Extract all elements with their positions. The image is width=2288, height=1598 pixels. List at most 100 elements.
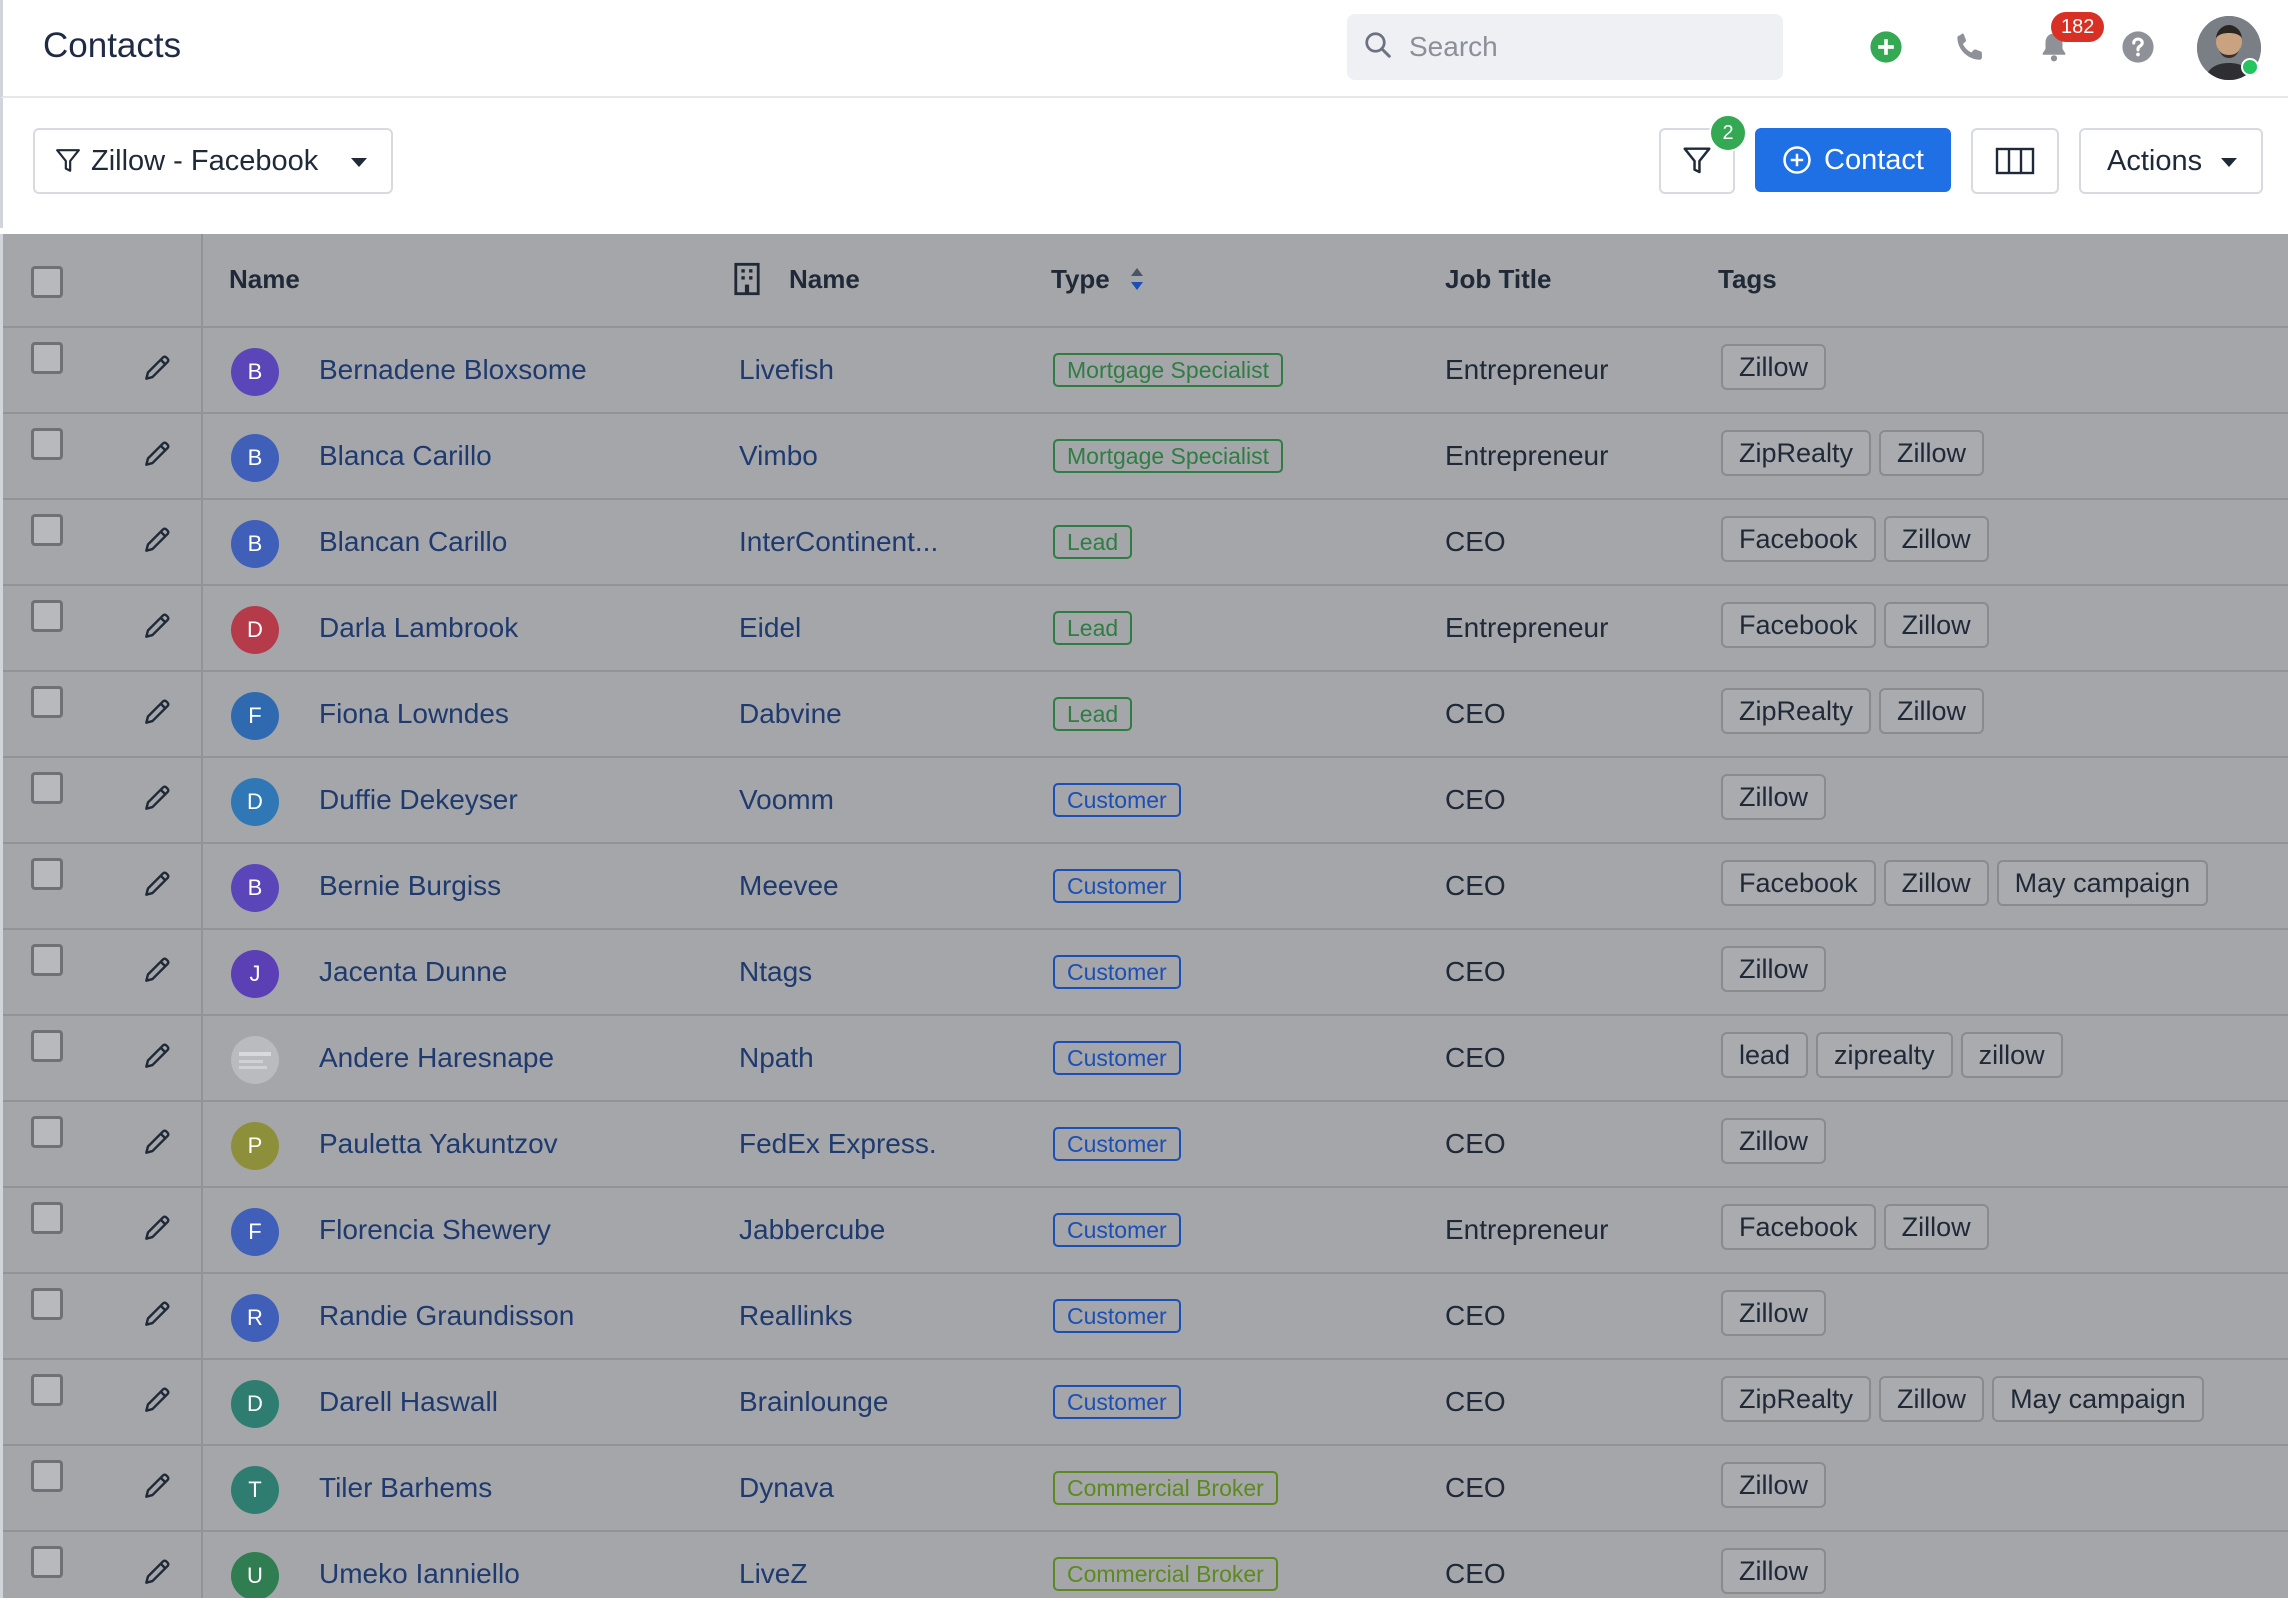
tag-chip[interactable]: Zillow [1883, 1204, 1989, 1250]
table-row[interactable]: D Darla Lambrook Eidel Lead Entrepreneur… [3, 586, 2288, 672]
row-checkbox[interactable] [31, 514, 63, 546]
table-row[interactable]: B Bernadene Bloxsome Livefish Mortgage S… [3, 328, 2288, 414]
company-name-link[interactable]: LiveZ [739, 1558, 808, 1589]
company-name-link[interactable]: Voomm [739, 784, 834, 815]
pencil-icon[interactable] [141, 1212, 173, 1244]
tag-chip[interactable]: Zillow [1879, 430, 1985, 476]
column-header-name[interactable]: Name [229, 264, 300, 294]
contact-name-link[interactable]: Blancan Carillo [319, 526, 508, 557]
contact-name-link[interactable]: Darla Lambrook [319, 612, 519, 643]
company-name-link[interactable]: InterContinent... [739, 526, 939, 557]
table-row[interactable]: Andere Haresnape Npath Customer CEO lead… [3, 1016, 2288, 1102]
company-name-link[interactable]: Brainlounge [739, 1386, 889, 1417]
pencil-icon[interactable] [141, 1040, 173, 1072]
company-name-link[interactable]: Meevee [739, 870, 839, 901]
select-all-checkbox[interactable] [31, 266, 63, 298]
table-row[interactable]: U Umeko Ianniello LiveZ Commercial Broke… [3, 1532, 2288, 1598]
pencil-icon[interactable] [141, 438, 173, 470]
help-icon[interactable] [2117, 26, 2159, 68]
pencil-icon[interactable] [141, 1126, 173, 1158]
tag-chip[interactable]: Zillow [1883, 602, 1989, 648]
tag-chip[interactable]: Zillow [1721, 344, 1827, 390]
company-name-link[interactable]: Jabbercube [739, 1214, 886, 1245]
row-checkbox[interactable] [31, 1288, 63, 1320]
pencil-icon[interactable] [141, 1556, 173, 1588]
add-contact-button[interactable]: Contact [1755, 128, 1951, 192]
table-row[interactable]: F Florencia Shewery Jabbercube Customer … [3, 1188, 2288, 1274]
column-header-type[interactable]: Type [1051, 264, 1110, 294]
tag-chip[interactable]: Zillow [1721, 946, 1827, 992]
row-checkbox[interactable] [31, 858, 63, 890]
pencil-icon[interactable] [141, 954, 173, 986]
row-checkbox[interactable] [31, 1030, 63, 1062]
search-box[interactable] [1347, 14, 1783, 80]
tag-chip[interactable]: Zillow [1879, 688, 1985, 734]
pencil-icon[interactable] [141, 524, 173, 556]
tag-chip[interactable]: Facebook [1721, 602, 1876, 648]
row-checkbox[interactable] [31, 1546, 63, 1578]
pencil-icon[interactable] [141, 610, 173, 642]
tag-chip[interactable]: Zillow [1721, 1118, 1827, 1164]
tag-chip[interactable]: Zillow [1883, 516, 1989, 562]
tag-chip[interactable]: zillow [1960, 1032, 2063, 1078]
row-checkbox[interactable] [31, 1374, 63, 1406]
row-checkbox[interactable] [31, 772, 63, 804]
tag-chip[interactable]: ZipRealty [1721, 1376, 1872, 1422]
contact-name-link[interactable]: Umeko Ianniello [319, 1558, 520, 1589]
company-name-link[interactable]: Reallinks [739, 1300, 853, 1331]
column-header-job-title[interactable]: Job Title [1445, 264, 1552, 294]
table-row[interactable]: T Tiler Barhems Dynava Commercial Broker… [3, 1446, 2288, 1532]
contact-name-link[interactable]: Bernadene Bloxsome [319, 354, 587, 385]
sort-icon[interactable] [1129, 266, 1145, 297]
tag-chip[interactable]: lead [1721, 1032, 1809, 1078]
pencil-icon[interactable] [141, 1384, 173, 1416]
row-checkbox[interactable] [31, 428, 63, 460]
actions-dropdown[interactable]: Actions [2079, 128, 2263, 194]
row-checkbox[interactable] [31, 1202, 63, 1234]
contact-name-link[interactable]: Blanca Carillo [319, 440, 492, 471]
pencil-icon[interactable] [141, 696, 173, 728]
tag-chip[interactable]: May campaign [1996, 860, 2209, 906]
contact-name-link[interactable]: Pauletta Yakuntzov [319, 1128, 558, 1159]
pencil-icon[interactable] [141, 1298, 173, 1330]
pencil-icon[interactable] [141, 352, 173, 384]
table-row[interactable]: B Bernie Burgiss Meevee Customer CEO Fac… [3, 844, 2288, 930]
contact-name-link[interactable]: Fiona Lowndes [319, 698, 509, 729]
company-name-link[interactable]: Livefish [739, 354, 834, 385]
contact-name-link[interactable]: Bernie Burgiss [319, 870, 502, 901]
company-name-link[interactable]: Dynava [739, 1472, 834, 1503]
company-name-link[interactable]: Eidel [739, 612, 802, 643]
row-checkbox[interactable] [31, 944, 63, 976]
table-row[interactable]: P Pauletta Yakuntzov FedEx Express. Cust… [3, 1102, 2288, 1188]
company-name-link[interactable]: Ntags [739, 956, 813, 987]
contact-name-link[interactable]: Jacenta Dunne [319, 956, 508, 987]
company-name-link[interactable]: Npath [739, 1042, 814, 1073]
tag-chip[interactable]: ZipRealty [1721, 430, 1872, 476]
tag-chip[interactable]: Zillow [1721, 1290, 1827, 1336]
company-name-link[interactable]: Dabvine [739, 698, 842, 729]
row-checkbox[interactable] [31, 342, 63, 374]
tag-chip[interactable]: Facebook [1721, 860, 1876, 906]
contact-name-link[interactable]: Tiler Barhems [319, 1472, 493, 1503]
tag-chip[interactable]: Zillow [1883, 860, 1989, 906]
search-input[interactable] [1407, 30, 1771, 64]
table-row[interactable]: B Blancan Carillo InterContinent... Lead… [3, 500, 2288, 586]
tag-chip[interactable]: May campaign [1992, 1376, 2204, 1422]
row-checkbox[interactable] [31, 1116, 63, 1148]
tag-chip[interactable]: Facebook [1721, 1204, 1876, 1250]
saved-view-dropdown[interactable]: Zillow - Facebook [33, 128, 393, 194]
row-checkbox[interactable] [31, 600, 63, 632]
row-checkbox[interactable] [31, 1460, 63, 1492]
tag-chip[interactable]: Zillow [1721, 774, 1827, 820]
add-circle-icon[interactable] [1865, 26, 1907, 68]
column-header-company[interactable]: Name [789, 264, 860, 294]
contact-name-link[interactable]: Florencia Shewery [319, 1214, 551, 1245]
pencil-icon[interactable] [141, 782, 173, 814]
pencil-icon[interactable] [141, 868, 173, 900]
tag-chip[interactable]: Facebook [1721, 516, 1876, 562]
row-checkbox[interactable] [31, 686, 63, 718]
columns-button[interactable] [1971, 128, 2059, 194]
table-row[interactable]: R Randie Graundisson Reallinks Customer … [3, 1274, 2288, 1360]
tag-chip[interactable]: Zillow [1721, 1548, 1827, 1594]
tag-chip[interactable]: Zillow [1721, 1462, 1827, 1508]
